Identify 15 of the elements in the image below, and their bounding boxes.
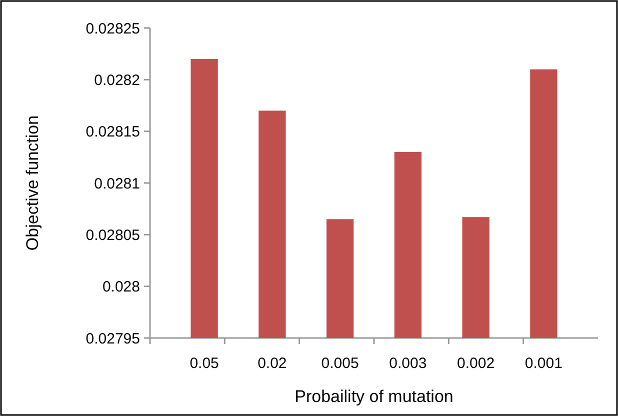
y-tick-label: 0.02795 [86,330,140,348]
y-tick-label: 0.028 [102,278,140,296]
x-axis-title: Probaility of mutation [294,387,454,406]
y-tick-label: 0.0282 [94,72,140,89]
x-tick-label: 0.05 [190,355,219,372]
x-tick-label: 0.003 [389,355,427,372]
y-tick-label: 0.0281 [94,175,140,192]
y-tick-label: 0.02805 [86,226,140,244]
y-tick-label: 0.02815 [86,124,140,141]
y-tick-label: 0.02825 [86,20,140,38]
x-tick-label: 0.001 [524,355,562,372]
x-tick-label: 0.02 [258,355,287,372]
x-tick-label: 0.005 [321,355,359,372]
x-tick-label: 0.002 [457,355,495,372]
y-axis-title: Objective function [23,115,42,251]
